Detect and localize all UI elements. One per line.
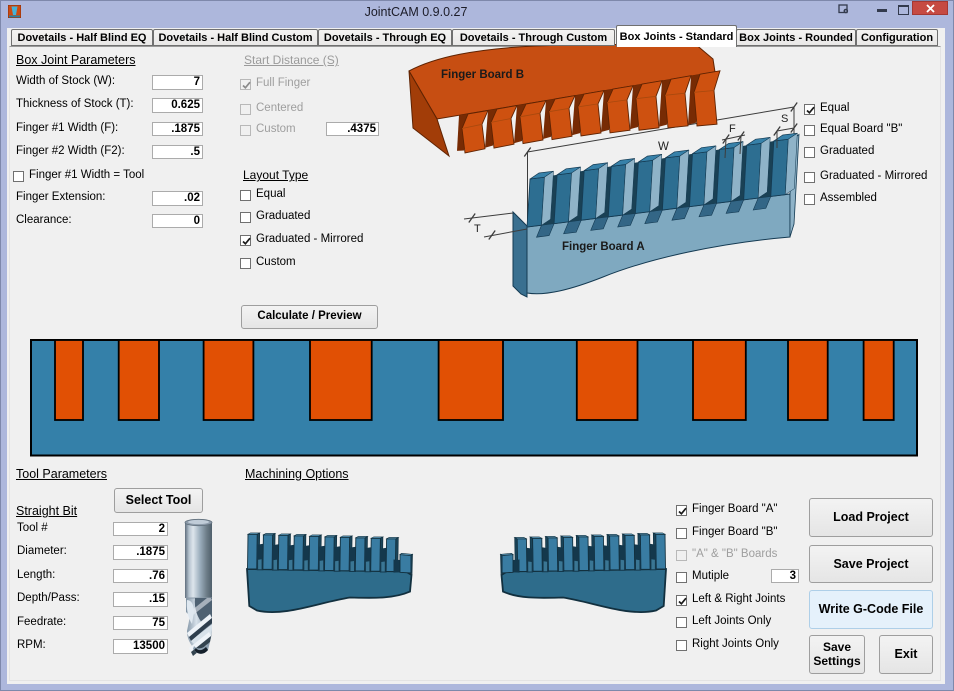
svg-text:S: S — [781, 113, 788, 125]
svg-text:W: W — [658, 141, 669, 153]
svg-text:F: F — [729, 123, 736, 135]
svg-text:T: T — [474, 223, 481, 235]
svg-text:Finger Board A: Finger Board A — [562, 241, 645, 253]
svg-text:Finger Board B: Finger Board B — [441, 69, 524, 81]
